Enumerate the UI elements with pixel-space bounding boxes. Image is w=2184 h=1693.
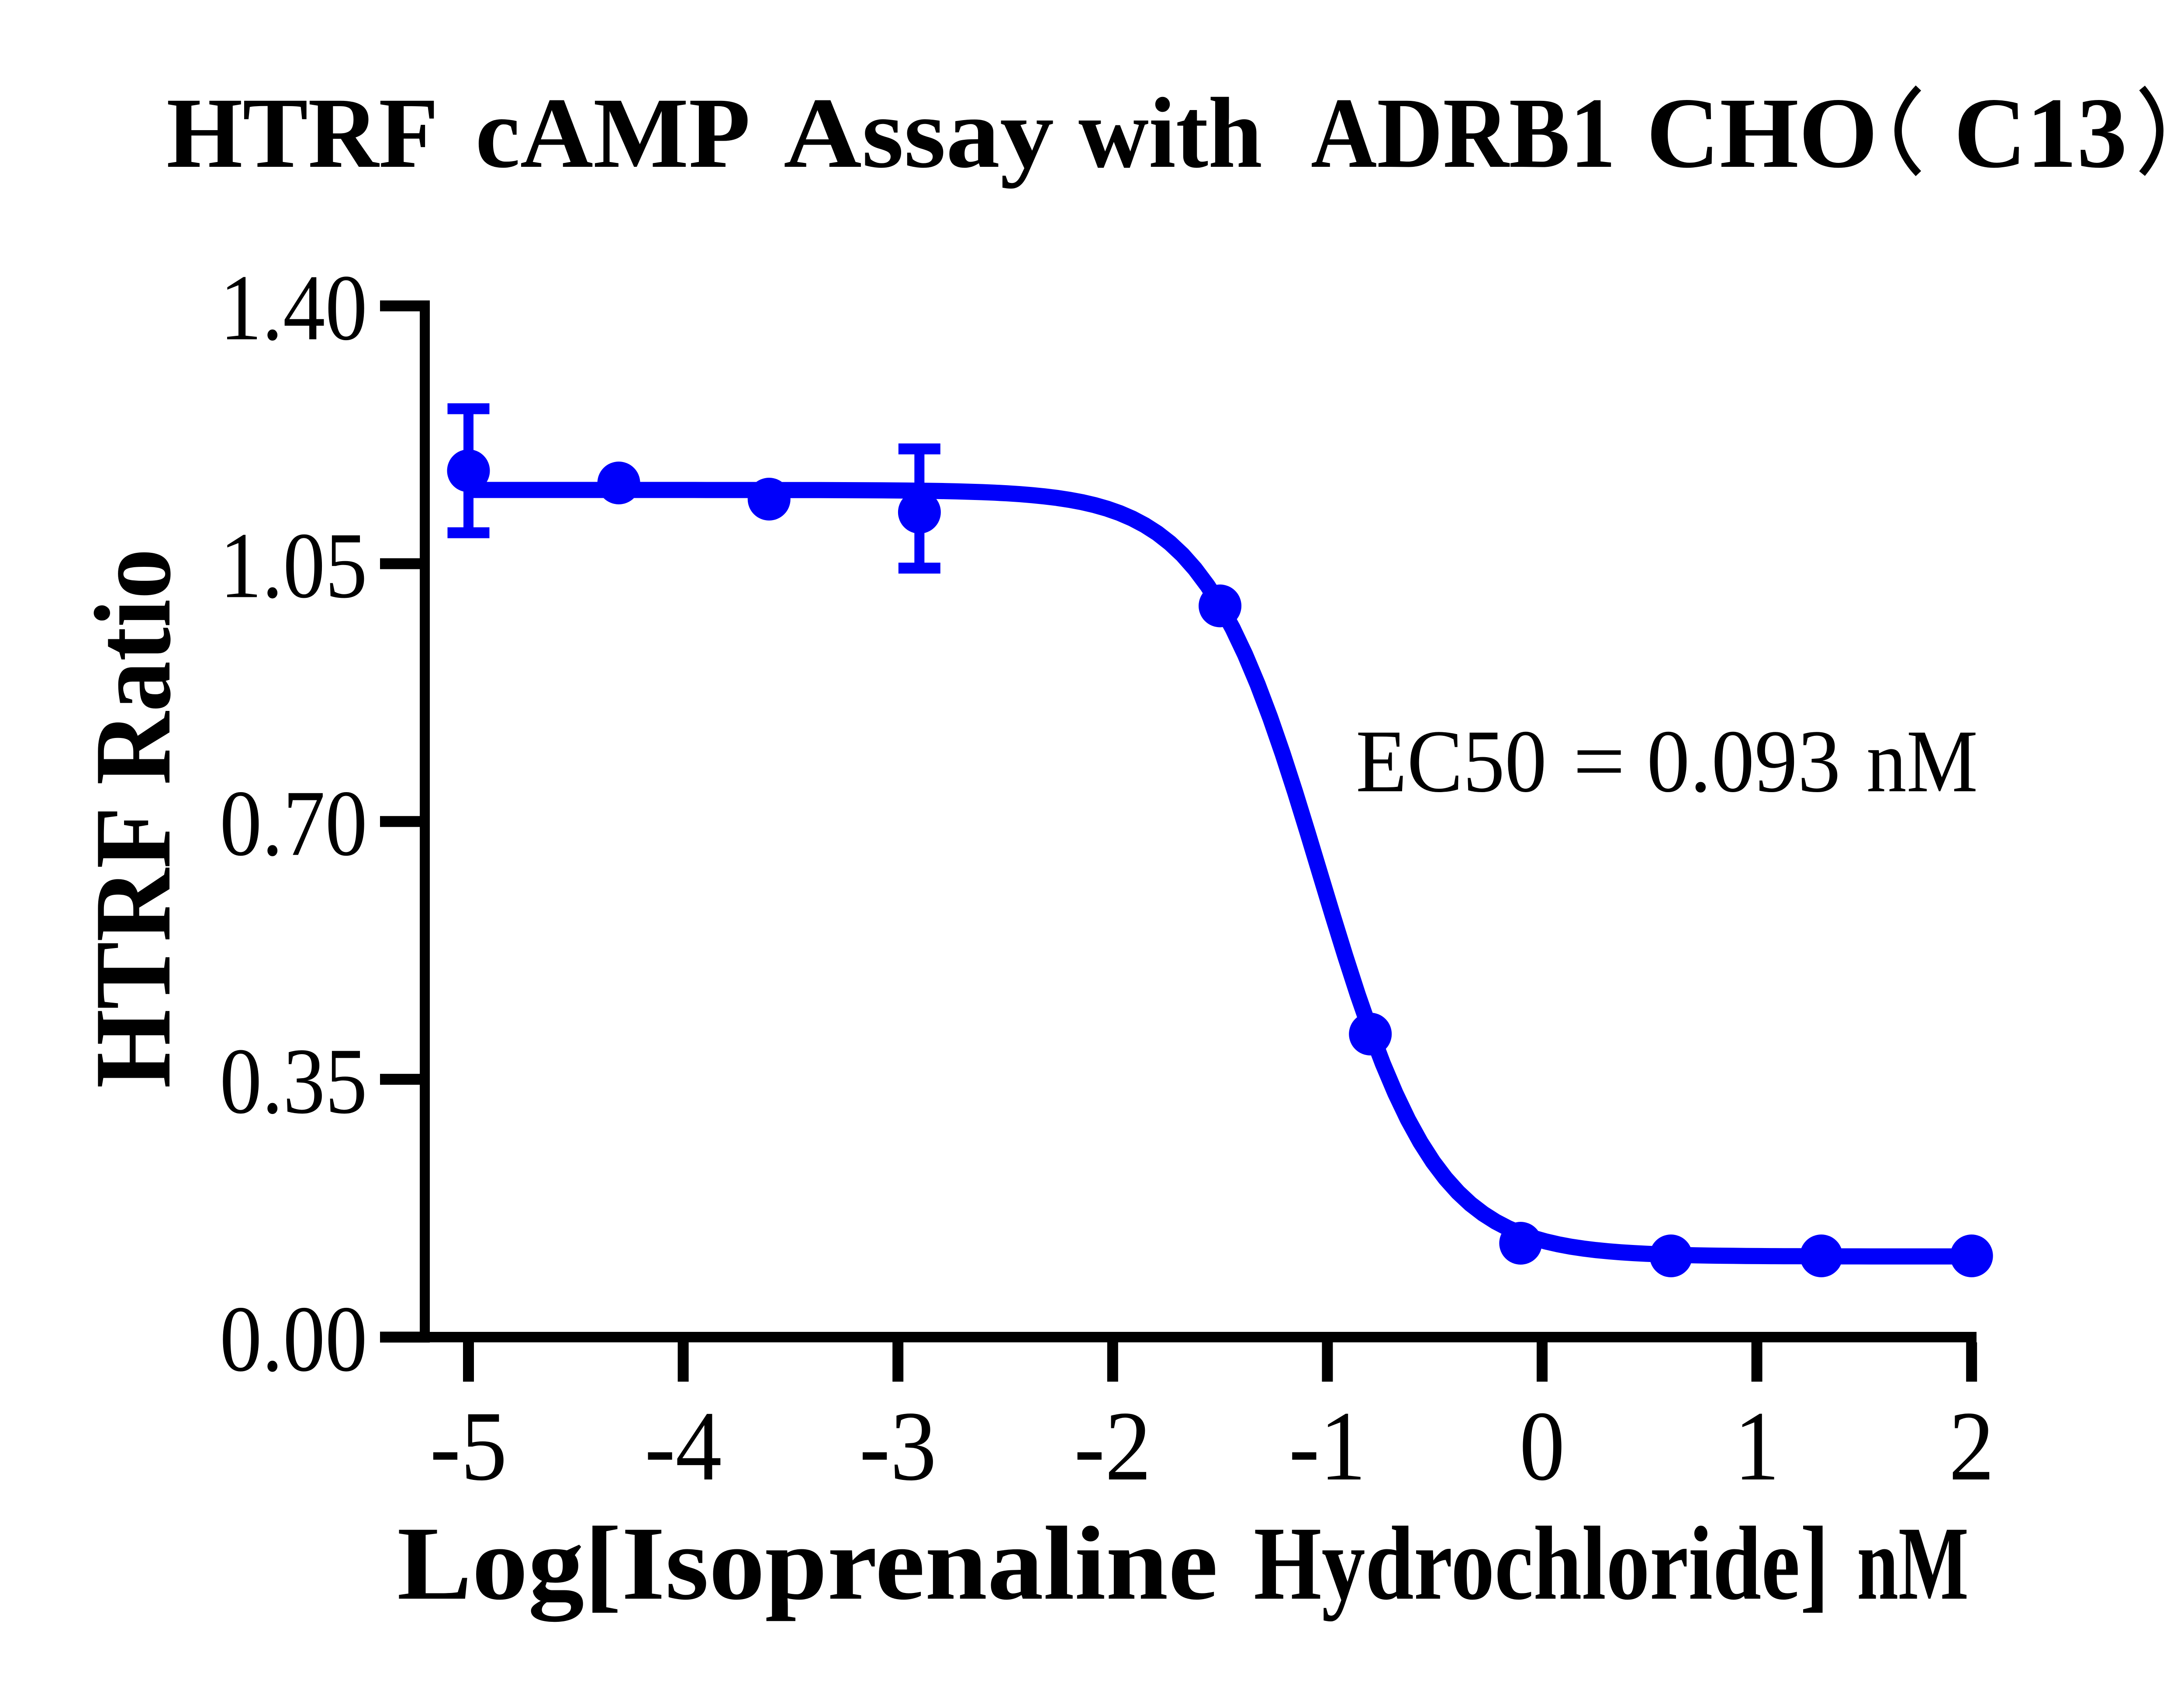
svg-text:1.05: 1.05 <box>220 513 367 617</box>
svg-text:nM: nM <box>1857 1505 1969 1622</box>
svg-text:cAMP: cAMP <box>475 77 750 189</box>
svg-text:HTRF Ratio: HTRF Ratio <box>73 548 194 1088</box>
svg-text:-5: -5 <box>430 1391 507 1501</box>
svg-text:EC50: EC50 <box>1356 712 1547 811</box>
svg-text:-1: -1 <box>1289 1391 1366 1501</box>
svg-text:0.35: 0.35 <box>220 1029 367 1133</box>
svg-text:CHO: CHO <box>1646 77 1878 189</box>
svg-text:nM: nM <box>1866 712 1978 811</box>
svg-text:=: = <box>1573 712 1625 811</box>
svg-text:-2: -2 <box>1074 1391 1151 1501</box>
svg-text:HTRF: HTRF <box>166 77 439 189</box>
svg-text:Log[Isoprenaline: Log[Isoprenaline <box>397 1505 1218 1622</box>
svg-text:1.40: 1.40 <box>220 255 367 360</box>
svg-text:Hydrochloride]: Hydrochloride] <box>1254 1505 1829 1622</box>
svg-text:0: 0 <box>1520 1391 1565 1501</box>
svg-text:0.093: 0.093 <box>1647 712 1841 811</box>
svg-text:-3: -3 <box>859 1391 936 1501</box>
svg-text:with: with <box>1078 77 1262 189</box>
svg-text:-4: -4 <box>645 1391 722 1501</box>
svg-text:C13: C13 <box>1954 77 2127 189</box>
svg-text:Assay: Assay <box>784 77 1054 189</box>
svg-text:2: 2 <box>1949 1391 1994 1501</box>
svg-text:0.70: 0.70 <box>220 771 367 876</box>
svg-text:0.00: 0.00 <box>220 1287 367 1391</box>
svg-text:1: 1 <box>1734 1391 1780 1501</box>
svg-text:ADRB1: ADRB1 <box>1311 77 1616 189</box>
